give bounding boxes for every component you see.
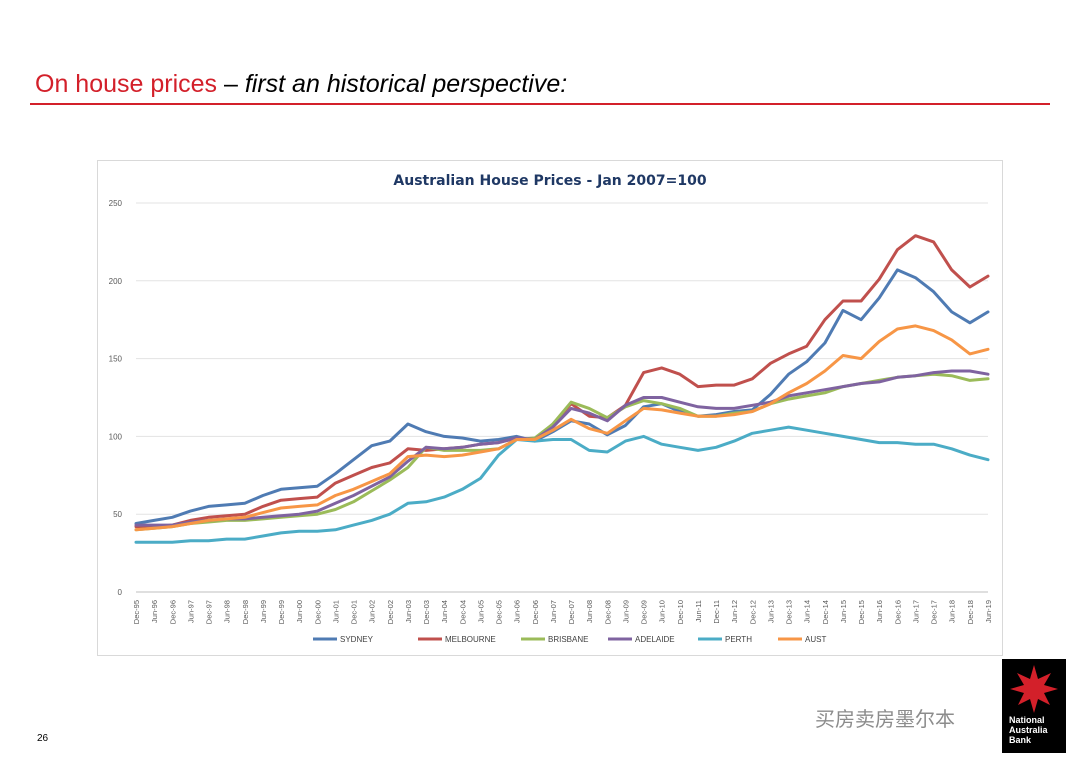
x-tick-label: Dec-98 <box>241 600 250 624</box>
series-line-perth <box>134 425 990 544</box>
title-dash: – <box>217 70 245 98</box>
x-tick-label: Jun-98 <box>223 600 232 623</box>
watermark-text: 买房卖房墨尔本 <box>815 707 955 731</box>
x-tick-label: Dec-11 <box>712 600 721 624</box>
x-tick-label: Dec-97 <box>205 600 214 624</box>
x-tick-label: Jun-07 <box>549 600 558 623</box>
x-tick-label: Dec-08 <box>603 600 612 624</box>
x-tick-label: Dec-96 <box>168 600 177 624</box>
x-tick-label: Dec-05 <box>495 600 504 624</box>
nab-logo-text: National Australia Bank <box>1009 715 1048 745</box>
x-tick-label: Dec-14 <box>821 600 830 624</box>
title-italic-part: first an historical perspective: <box>244 70 568 98</box>
logo-line: Australia <box>1009 725 1048 735</box>
x-tick-label: Jun-17 <box>911 600 920 623</box>
x-tick-label: Dec-18 <box>966 600 975 624</box>
x-tick-label: Jun-14 <box>803 600 812 623</box>
legend-label: MELBOURNE <box>445 635 496 644</box>
logo-line: Bank <box>1009 735 1032 745</box>
x-tick-label: Jun-15 <box>839 600 848 623</box>
x-tick-label: Dec-07 <box>567 600 576 624</box>
chart-frame: Australian House Prices - Jan 2007=100 0 5… <box>97 160 1003 656</box>
x-tick-label: Dec-09 <box>640 600 649 624</box>
x-tick-label: Jun-12 <box>730 600 739 623</box>
title-divider <box>30 103 1050 105</box>
title-red-part: On house prices <box>35 70 218 98</box>
x-tick-label: Dec-06 <box>531 600 540 624</box>
x-tick-label: Jun-02 <box>368 600 377 623</box>
x-tick-label: Dec-95 <box>132 600 141 624</box>
x-tick-label: Dec-12 <box>748 600 757 624</box>
x-tick-label: Jun-99 <box>259 600 268 623</box>
y-tick-label: 200 <box>109 277 123 286</box>
x-tick-label: Dec-03 <box>422 600 431 624</box>
nab-star-icon <box>1010 665 1058 713</box>
slide-title: On house prices – first an historical pe… <box>35 70 567 99</box>
x-tick-label: Jun-09 <box>621 600 630 623</box>
x-tick-label: Jun-19 <box>984 600 993 623</box>
legend-label: BRISBANE <box>548 635 588 644</box>
x-tick-label: Dec-13 <box>785 600 794 624</box>
x-tick-label: Jun-06 <box>513 600 522 623</box>
y-tick-label: 50 <box>113 510 122 519</box>
x-tick-label: Dec-15 <box>857 600 866 624</box>
x-tick-label: Jun-16 <box>875 600 884 623</box>
x-tick-label: Jun-03 <box>404 600 413 623</box>
x-tick-label: Jun-96 <box>150 600 159 623</box>
x-tick-label: Dec-99 <box>277 600 286 624</box>
y-tick-label: 0 <box>118 588 123 597</box>
x-tick-label: Dec-16 <box>893 600 902 624</box>
y-tick-label: 100 <box>109 432 123 441</box>
legend-label: AUST <box>805 635 826 644</box>
chart-title: Australian House Prices - Jan 2007=100 <box>393 173 706 189</box>
x-tick-label: Jun-97 <box>186 600 195 623</box>
x-tick-label: Dec-00 <box>313 600 322 624</box>
series-line-aust <box>134 324 990 532</box>
x-tick-label: Dec-02 <box>386 600 395 624</box>
x-tick-label: Jun-01 <box>331 600 340 623</box>
page-number: 26 <box>37 733 49 744</box>
legend-label: ADELAIDE <box>635 635 675 644</box>
x-tick-label: Jun-11 <box>694 600 703 622</box>
series-line-adelaide <box>134 369 990 527</box>
x-tick-label: Dec-10 <box>676 600 685 624</box>
x-tick-label: Jun-10 <box>658 600 667 623</box>
logo-line: National <box>1009 715 1045 725</box>
x-tick-label: Dec-01 <box>350 600 359 624</box>
series-line-sydney <box>134 268 990 525</box>
legend-label: PERTH <box>725 635 752 644</box>
x-tick-label: Jun-18 <box>948 600 957 623</box>
line-chart: Australian House Prices - Jan 2007=100 0 5… <box>109 173 993 644</box>
legend-label: SYDNEY <box>340 635 374 644</box>
nab-logo: National Australia Bank <box>1002 659 1066 753</box>
x-tick-label: Jun-05 <box>476 600 485 623</box>
x-tick-label: Jun-13 <box>766 600 775 623</box>
x-tick-label: Dec-04 <box>458 600 467 624</box>
y-tick-label: 150 <box>109 355 123 364</box>
x-tick-label: Jun-00 <box>295 600 304 623</box>
y-tick-label: 250 <box>109 199 123 208</box>
x-tick-label: Jun-08 <box>585 600 594 623</box>
series-line-melbourne <box>134 234 990 529</box>
x-tick-label: Dec-17 <box>930 600 939 624</box>
x-tick-label: Jun-04 <box>440 600 449 623</box>
